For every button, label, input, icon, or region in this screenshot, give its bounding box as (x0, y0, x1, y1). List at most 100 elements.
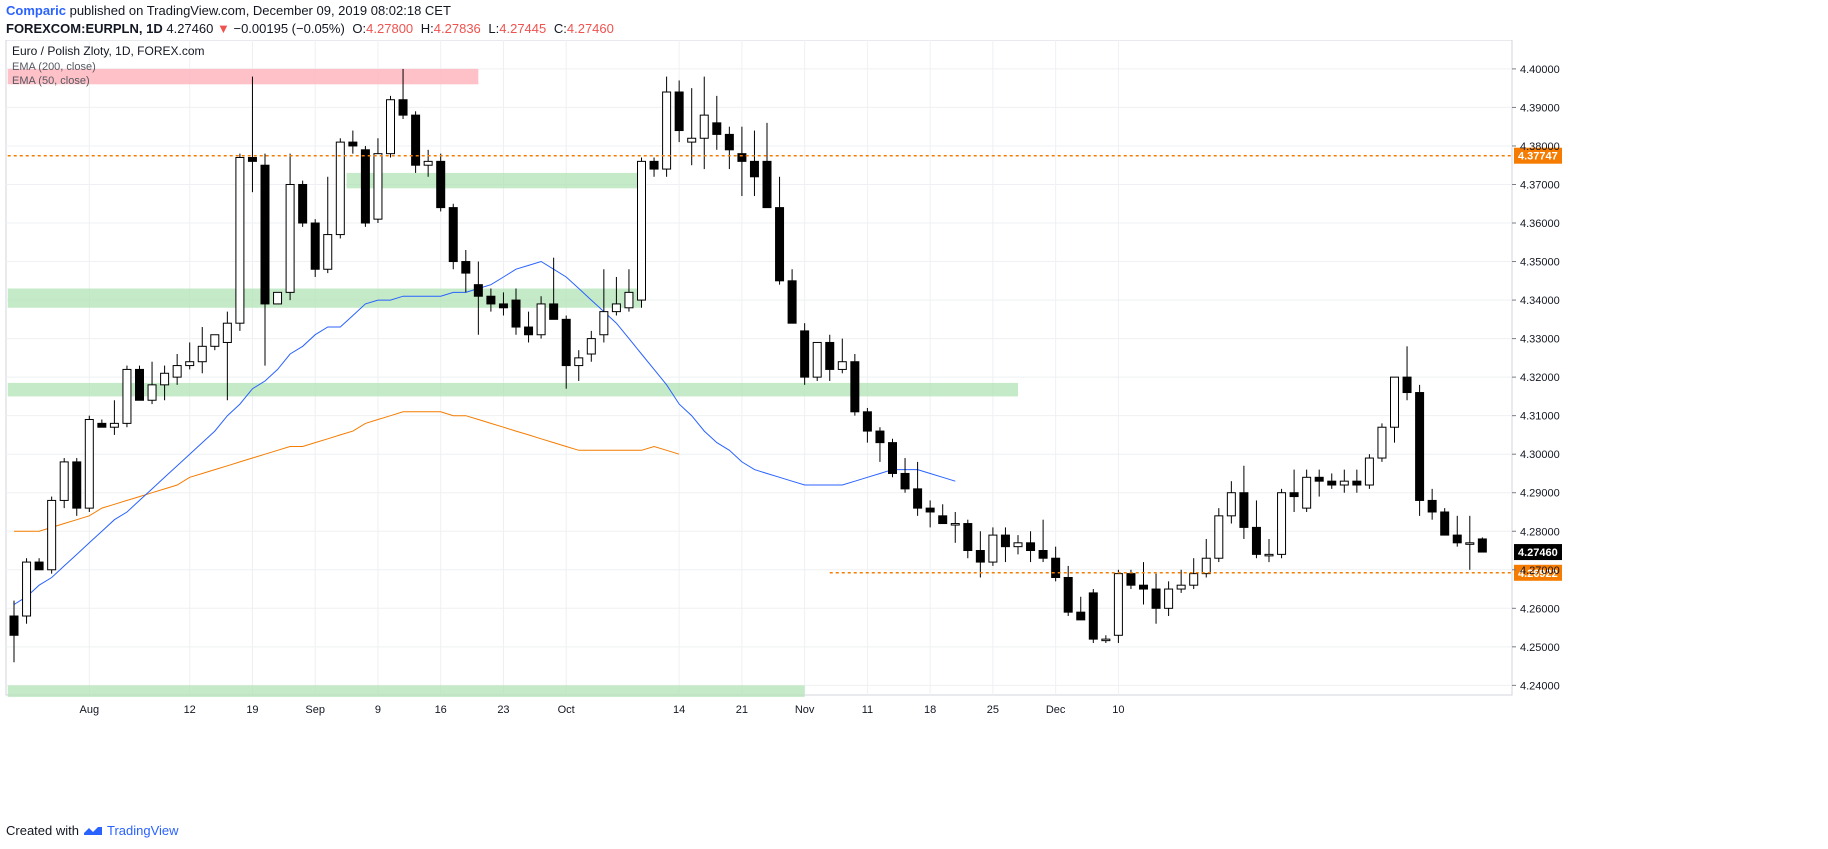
down-arrow-icon: ▼ (216, 21, 230, 36)
symbol-info: FOREXCOM:EURPLN, 1D 4.27460 ▼ −0.00195 (… (6, 21, 614, 36)
candle-body (260, 164, 270, 305)
candle-body (172, 365, 182, 378)
candle-body (1352, 480, 1362, 486)
candle-body (97, 422, 107, 428)
candle-body (310, 222, 320, 270)
candle-body (900, 472, 910, 490)
y-axis-label: 4.24000 (1520, 680, 1560, 692)
candle-body (662, 91, 672, 170)
support-zone (7, 685, 805, 697)
x-axis-label: 11 (862, 704, 873, 716)
candle-body (373, 153, 383, 220)
low-label: L: (488, 21, 500, 36)
candle-body (637, 160, 646, 301)
price-tag-label: 4.26922 (1518, 568, 1558, 580)
ema50-line (13, 260, 956, 605)
x-axis-label: 9 (375, 704, 381, 716)
candle-body (749, 160, 759, 178)
candle-body (498, 303, 508, 309)
tradingview-link[interactable]: TradingView (106, 823, 179, 838)
candle-body (135, 368, 144, 401)
candle-body (411, 114, 421, 166)
candle-body (938, 515, 948, 525)
candle-body (1164, 588, 1174, 609)
x-axis-label: Nov (795, 704, 815, 716)
support-zone (346, 172, 642, 189)
candle-body (1377, 426, 1387, 459)
ema200-line (14, 411, 680, 532)
x-axis-label: 18 (924, 704, 936, 716)
candle-body (988, 534, 998, 563)
y-axis-label: 4.26000 (1520, 603, 1560, 615)
x-axis-label: 25 (987, 704, 999, 716)
last-price-tag-bg (1514, 544, 1562, 561)
candle-body (699, 114, 709, 139)
x-axis-label: Sep (305, 704, 325, 716)
candle-body (674, 91, 684, 132)
candle-body (524, 326, 534, 336)
candle-body (1465, 542, 1475, 545)
candle-body (386, 99, 395, 155)
candle-body (1289, 492, 1299, 498)
price-chart[interactable]: 4.37747 4.26922 4.27460 4.24000 4.25000 4.260… (0, 40, 1828, 820)
candle-body (724, 133, 734, 151)
candle-body (1239, 492, 1249, 528)
candle-body (1226, 492, 1236, 517)
candle-body (611, 303, 621, 313)
candle-body (1402, 376, 1412, 394)
candle-body (913, 488, 923, 509)
candle-body (888, 442, 897, 474)
price-tag-bg (1514, 147, 1562, 164)
candle-body (423, 160, 433, 166)
low-value: 4.27445 (499, 21, 547, 36)
support-zone (7, 288, 642, 308)
x-axis-label: 10 (1112, 704, 1124, 716)
author-link[interactable]: Comparic (6, 3, 66, 18)
candle-body (1251, 526, 1261, 555)
candle-body (1189, 573, 1199, 586)
candle-body (1415, 392, 1425, 501)
open-label: O: (352, 21, 367, 36)
candle-body (222, 322, 232, 343)
legend-item: EMA (200, close) (12, 61, 96, 73)
y-axis-label: 4.37000 (1520, 179, 1560, 191)
candle-body (72, 461, 82, 509)
candle-body (1390, 376, 1399, 428)
candle-body (1327, 480, 1337, 486)
candle-body (1427, 499, 1437, 513)
candle-body (536, 303, 546, 336)
legend-item: EMA (50, close) (12, 75, 90, 87)
candle-body (473, 284, 483, 297)
y-axis-label: 4.28000 (1520, 526, 1560, 538)
x-axis-label: 12 (184, 704, 196, 716)
candle-body (687, 137, 697, 143)
candle-body (549, 303, 559, 320)
price-tag-label: 4.37747 (1518, 151, 1558, 163)
candle-body (787, 280, 797, 324)
close-value: 4.27460 (566, 21, 614, 36)
candle-body (875, 430, 885, 444)
y-axis-label: 4.38000 (1520, 141, 1560, 153)
candle-body (436, 160, 446, 209)
candle-body (9, 615, 19, 636)
candle-body (862, 411, 872, 432)
candle-body (574, 357, 584, 367)
candle-body (273, 291, 283, 305)
candle-body (1051, 557, 1061, 578)
candle-body (348, 141, 358, 147)
y-axis-label: 4.34000 (1520, 295, 1560, 307)
candle-body (586, 338, 596, 355)
candle-body (1339, 480, 1349, 486)
candle-body (448, 207, 458, 263)
candle-body (398, 99, 408, 116)
candle-body (147, 384, 157, 401)
symbol-name: FOREXCOM:EURPLN, 1D (6, 21, 163, 36)
candle-body (511, 299, 521, 328)
support-zone (7, 382, 1019, 397)
candle-body (1038, 550, 1048, 559)
candle-body (1101, 638, 1111, 642)
x-axis-label: Dec (1046, 704, 1066, 716)
candle-body (47, 499, 57, 571)
candle-body (335, 141, 345, 236)
candle-body (235, 157, 245, 324)
